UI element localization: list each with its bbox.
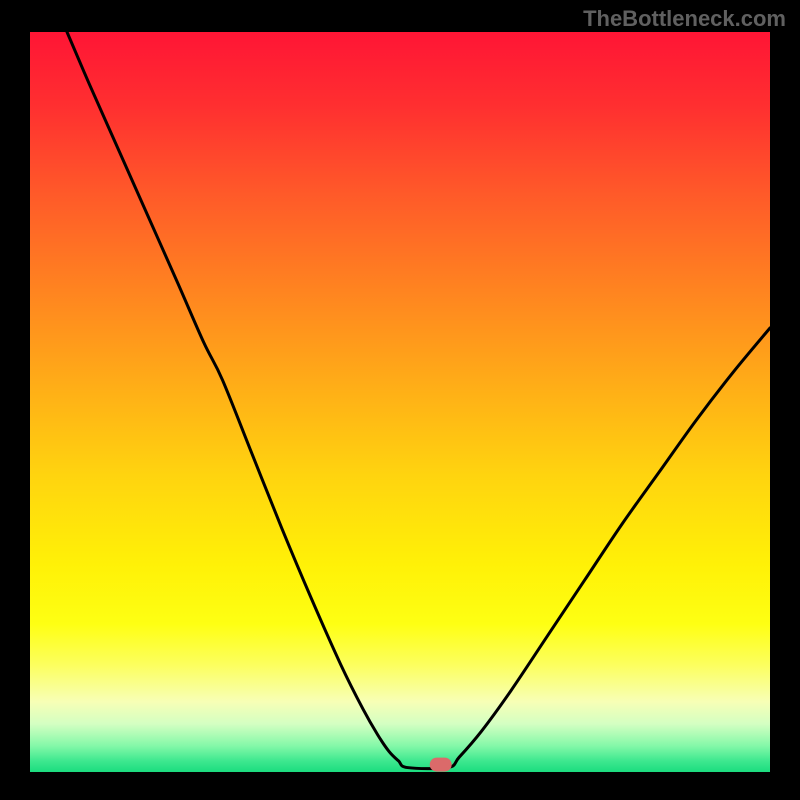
optimum-marker [430,758,452,772]
chart-stage: TheBottleneck.com [0,0,800,800]
plot-background [30,32,770,772]
chart-svg [0,0,800,800]
